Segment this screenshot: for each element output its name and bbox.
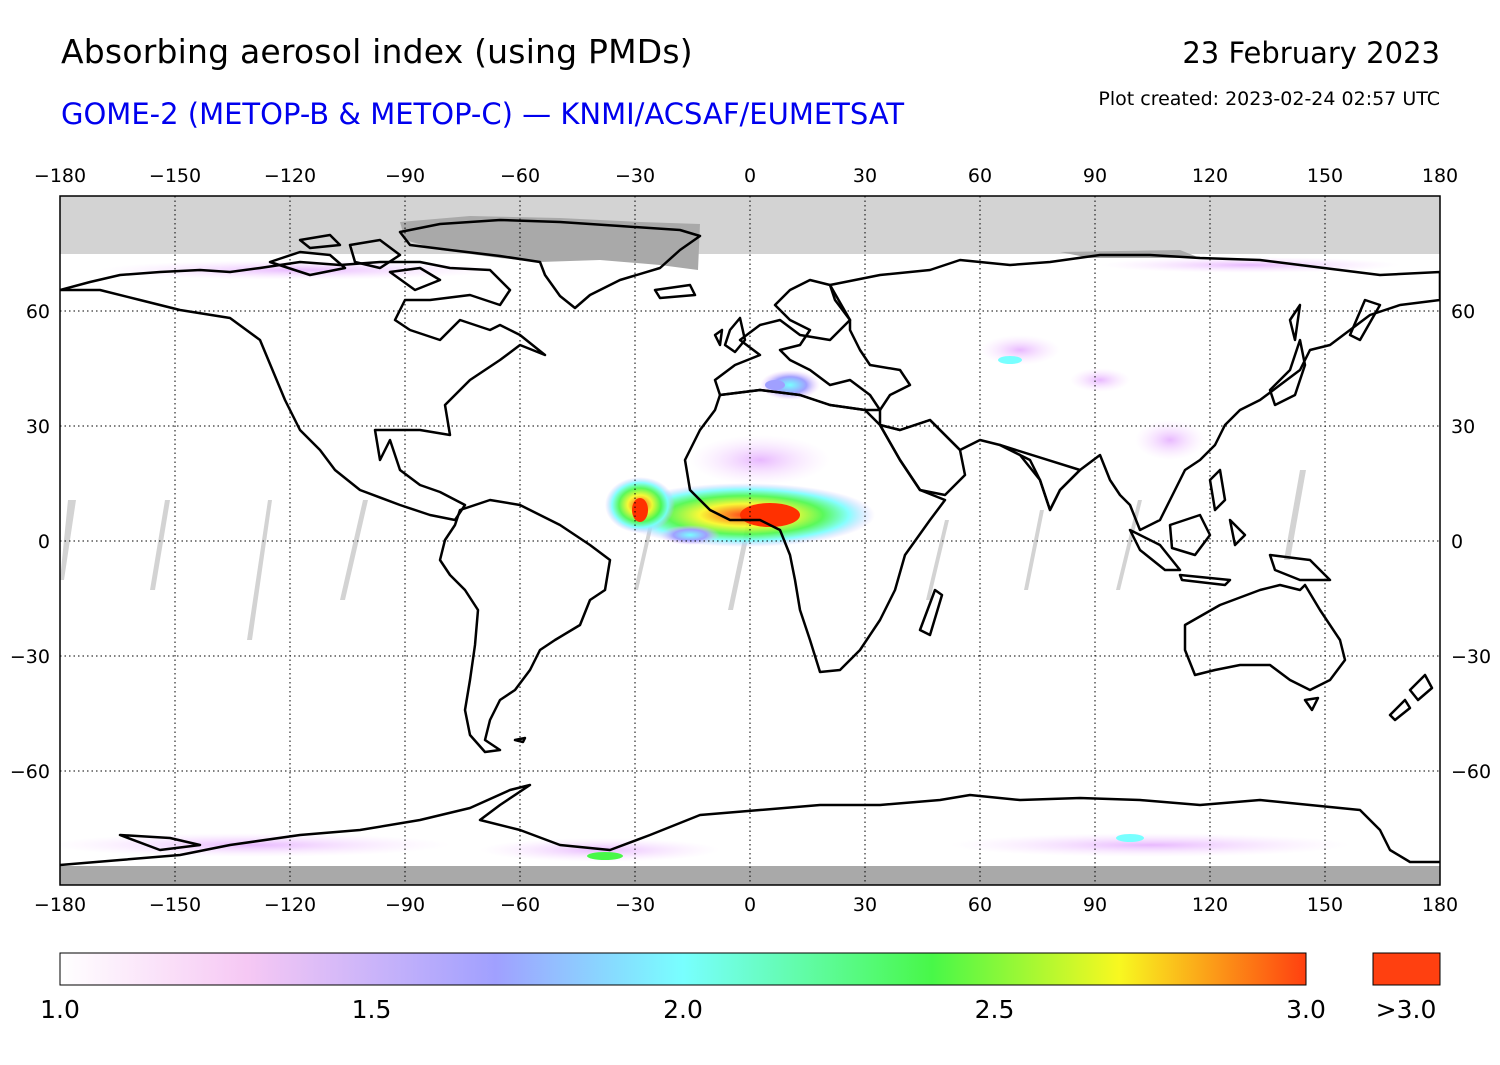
lon-tick-label-top: 30 bbox=[853, 165, 877, 187]
lon-tick-label-top: 90 bbox=[1083, 165, 1107, 187]
lon-tick-label-top: −90 bbox=[385, 165, 425, 187]
lat-tick-label-left: −60 bbox=[10, 761, 50, 783]
plot-title: Absorbing aerosol index (using PMDs) bbox=[61, 32, 693, 71]
plot-created-timestamp: Plot created: 2023-02-24 02:57 UTC bbox=[1098, 88, 1440, 110]
map-frame bbox=[59, 195, 1441, 886]
lat-tick-label-left: −30 bbox=[10, 646, 50, 668]
lon-tick-label-top: −150 bbox=[149, 165, 201, 187]
colorbar-tick-label: 1.5 bbox=[351, 995, 392, 1024]
japan-coast bbox=[1268, 338, 1307, 407]
plot-subtitle: GOME-2 (METOP-B & METOP-C) — KNMI/ACSAF/… bbox=[61, 97, 905, 131]
arctic-no-data-band bbox=[60, 196, 1440, 254]
lon-tick-label-top: −60 bbox=[500, 165, 540, 187]
kamchatka-coast bbox=[1348, 298, 1382, 342]
lon-tick-label-bottom: −120 bbox=[264, 894, 316, 916]
lat-tick-label-left: 30 bbox=[26, 416, 50, 438]
south-america-coast bbox=[438, 498, 612, 754]
lon-tick-label-top: 150 bbox=[1307, 165, 1343, 187]
lon-tick-label-top: −120 bbox=[264, 165, 316, 187]
india-coast bbox=[998, 443, 1082, 512]
plot-date: 23 February 2023 bbox=[1182, 36, 1440, 70]
lon-tick-label-bottom: −180 bbox=[34, 894, 86, 916]
lon-tick-label-top: −30 bbox=[615, 165, 655, 187]
greenland-no-data bbox=[400, 216, 700, 270]
lon-tick-label-bottom: −60 bbox=[500, 894, 540, 916]
australia-coast bbox=[1183, 583, 1347, 692]
africa-coast bbox=[683, 388, 947, 674]
colorbar-tick-label: 1.0 bbox=[40, 995, 80, 1024]
colorbar bbox=[59, 952, 1307, 986]
tasmania-coast bbox=[1303, 696, 1320, 712]
colorbar-overflow-label: >3.0 bbox=[1375, 995, 1437, 1024]
colorbar-tick-label: 3.0 bbox=[1286, 995, 1326, 1024]
sakhalin-coast bbox=[1288, 303, 1302, 342]
lon-tick-label-top: 0 bbox=[744, 165, 756, 187]
lon-tick-label-bottom: 90 bbox=[1083, 894, 1107, 916]
lon-tick-label-top: −180 bbox=[34, 165, 86, 187]
colorbar-tick-label: 2.0 bbox=[663, 995, 703, 1024]
greenland-coast bbox=[398, 218, 702, 310]
lon-tick-label-bottom: 180 bbox=[1422, 894, 1458, 916]
lat-tick-label-left: 0 bbox=[38, 531, 50, 553]
europe-coast bbox=[713, 278, 882, 412]
lon-tick-label-bottom: −30 bbox=[615, 894, 655, 916]
sumatra-coast bbox=[1128, 528, 1182, 572]
madagascar-coast bbox=[918, 588, 944, 637]
map-area bbox=[60, 196, 1440, 885]
uk-coast bbox=[723, 316, 747, 354]
lon-tick-label-bottom: 0 bbox=[744, 894, 756, 916]
antarctica-coast bbox=[60, 783, 1440, 867]
new-zealand-coast bbox=[1388, 673, 1434, 722]
graticule bbox=[60, 196, 1440, 885]
lat-tick-label-right: −60 bbox=[1451, 761, 1491, 783]
lat-tick-label-right: −30 bbox=[1451, 646, 1491, 668]
lon-tick-label-bottom: 60 bbox=[968, 894, 992, 916]
orbit-gaps bbox=[60, 470, 1306, 640]
tick-labels: −180 −180 −150 −150 −120 −120 −90 −90 −60 −60 −30 −… bbox=[10, 165, 1491, 916]
lon-tick-label-bottom: −150 bbox=[149, 894, 201, 916]
lon-tick-label-bottom: 120 bbox=[1192, 894, 1228, 916]
lat-tick-label-right: 60 bbox=[1451, 301, 1475, 323]
colorbar-overflow-box bbox=[1372, 952, 1441, 986]
arabia-coast bbox=[878, 418, 967, 497]
lat-tick-label-right: 0 bbox=[1451, 531, 1463, 553]
lat-tick-label-left: 60 bbox=[26, 301, 50, 323]
lon-tick-label-bottom: 30 bbox=[853, 894, 877, 916]
new-guinea-coast bbox=[1268, 553, 1332, 582]
lon-tick-label-bottom: 150 bbox=[1307, 894, 1343, 916]
lon-tick-label-bottom: −90 bbox=[385, 894, 425, 916]
lat-tick-label-right: 30 bbox=[1451, 416, 1475, 438]
lon-tick-label-top: 180 bbox=[1422, 165, 1458, 187]
lon-tick-label-top: 120 bbox=[1192, 165, 1228, 187]
colorbar-tick-label: 2.5 bbox=[974, 995, 1015, 1024]
lon-tick-label-top: 60 bbox=[968, 165, 992, 187]
borneo-coast bbox=[1168, 513, 1212, 557]
